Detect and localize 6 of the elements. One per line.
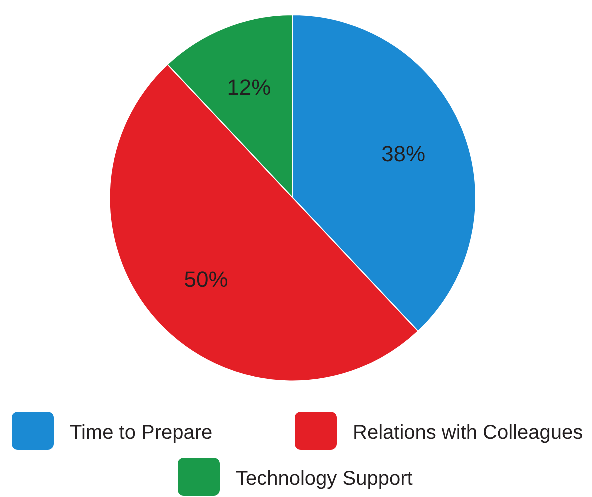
legend-label: Technology Support <box>236 468 414 490</box>
data-label: 38% <box>382 142 426 167</box>
legend-label: Relations with Colleagues <box>353 422 584 444</box>
legend-label: Time to Prepare <box>70 422 213 444</box>
data-label: 12% <box>227 74 272 100</box>
data-label: 50% <box>184 266 228 292</box>
